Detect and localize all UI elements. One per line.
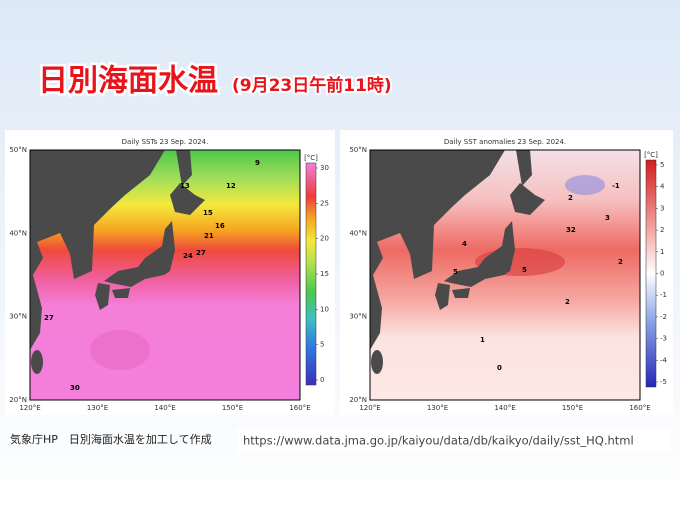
contour-label: 5	[522, 266, 527, 274]
map-title: Daily SST anomalies 23 Sep. 2024.	[444, 138, 566, 146]
colorbar-tick-label: 1	[660, 248, 664, 256]
contour-label: 30	[70, 384, 80, 392]
contour-label: 13	[180, 182, 190, 190]
sst-map: 9 12 13 15 16 21 24 27 27 30	[5, 130, 335, 415]
colorbar-tick-label: 2	[660, 226, 664, 234]
lon-label: 160°E	[629, 404, 650, 412]
contour-label: 2	[568, 194, 573, 202]
lat-label: 30°N	[349, 313, 367, 321]
colorbar-tick-label: 10	[320, 305, 329, 313]
source: 気象庁HP 日別海面水温を加工して作成	[10, 432, 212, 446]
lon-label: 130°E	[87, 404, 108, 412]
colorbar-tick-label: 5	[660, 161, 664, 169]
contour-label: 0	[497, 364, 502, 372]
lat-label: 20°N	[9, 396, 27, 404]
colorbar-tick-label: 3	[660, 204, 664, 212]
anomaly-map: -1 2 3 4 5 5 32 2 2 1 0	[340, 130, 673, 415]
colorbar-tick-label: -3	[660, 335, 667, 343]
contour-label: 32	[566, 226, 576, 234]
map-title: Daily SSTs 23 Sep. 2024.	[122, 138, 209, 146]
lon-label: 160°E	[289, 404, 310, 412]
title: 日別海面水温	[38, 64, 218, 99]
lat-label: 40°N	[9, 229, 27, 237]
lon-label: 130°E	[427, 404, 448, 412]
lat-label: 30°N	[9, 313, 27, 321]
lat-label: 40°N	[349, 229, 367, 237]
colorbar	[305, 162, 317, 386]
contour-label: 5	[453, 268, 458, 276]
lon-label: 150°E	[222, 404, 243, 412]
colorbar-tick-label: -1	[660, 291, 667, 299]
contour-label: 24	[183, 252, 193, 260]
warm-patch	[90, 330, 150, 370]
url-box	[237, 428, 670, 452]
lon-label: 120°E	[359, 404, 380, 412]
contour-label: 16	[215, 222, 225, 230]
colorbar-tick-label: 20	[320, 235, 329, 243]
colorbar-tick-label: -2	[660, 313, 667, 321]
contour-label: -1	[612, 182, 620, 190]
colorbar-tick-label: 4	[660, 183, 665, 191]
lon-label: 140°E	[154, 404, 175, 412]
subtitle: (9月23日午前11時)	[232, 75, 392, 96]
colorbar-tick-label: 15	[320, 270, 329, 278]
lon-label: 140°E	[494, 404, 515, 412]
contour-label: 27	[196, 249, 206, 257]
contour-label: 27	[44, 314, 54, 322]
url: https://www.data.jma.go.jp/kaiyou/data/d…	[243, 434, 634, 448]
contour-label: 15	[203, 209, 213, 217]
colorbar-tick-label: 5	[320, 341, 324, 349]
contour-label: 2	[618, 258, 623, 266]
lat-label: 50°N	[349, 146, 367, 154]
contour-label: 4	[462, 240, 467, 248]
colorbar-tick-label: 25	[320, 199, 329, 207]
colorbar-tick-label: -5	[660, 378, 667, 386]
contour-label: 12	[226, 182, 236, 190]
cool-patch	[565, 175, 605, 195]
frame	[369, 149, 641, 401]
contour-label: 3	[605, 214, 610, 222]
contour-label: 9	[255, 159, 260, 167]
lon-label: 150°E	[562, 404, 583, 412]
colorbar-tick-label: 0	[660, 270, 664, 278]
lat-label: 50°N	[9, 146, 27, 154]
colorbar-tick-label: -4	[660, 356, 668, 364]
colorbar-tick-label: 0	[320, 376, 324, 384]
colorbar-tick-label: 30	[320, 164, 329, 172]
lat-label: 20°N	[349, 396, 367, 404]
contour-label: 1	[480, 336, 485, 344]
lon-label: 120°E	[19, 404, 40, 412]
contour-label: 21	[204, 232, 214, 240]
contour-label: 2	[565, 298, 570, 306]
colorbar-unit: [°C]	[304, 154, 318, 162]
colorbar-unit: [°C]	[644, 151, 658, 159]
frame	[29, 149, 301, 401]
colorbar	[645, 159, 657, 388]
